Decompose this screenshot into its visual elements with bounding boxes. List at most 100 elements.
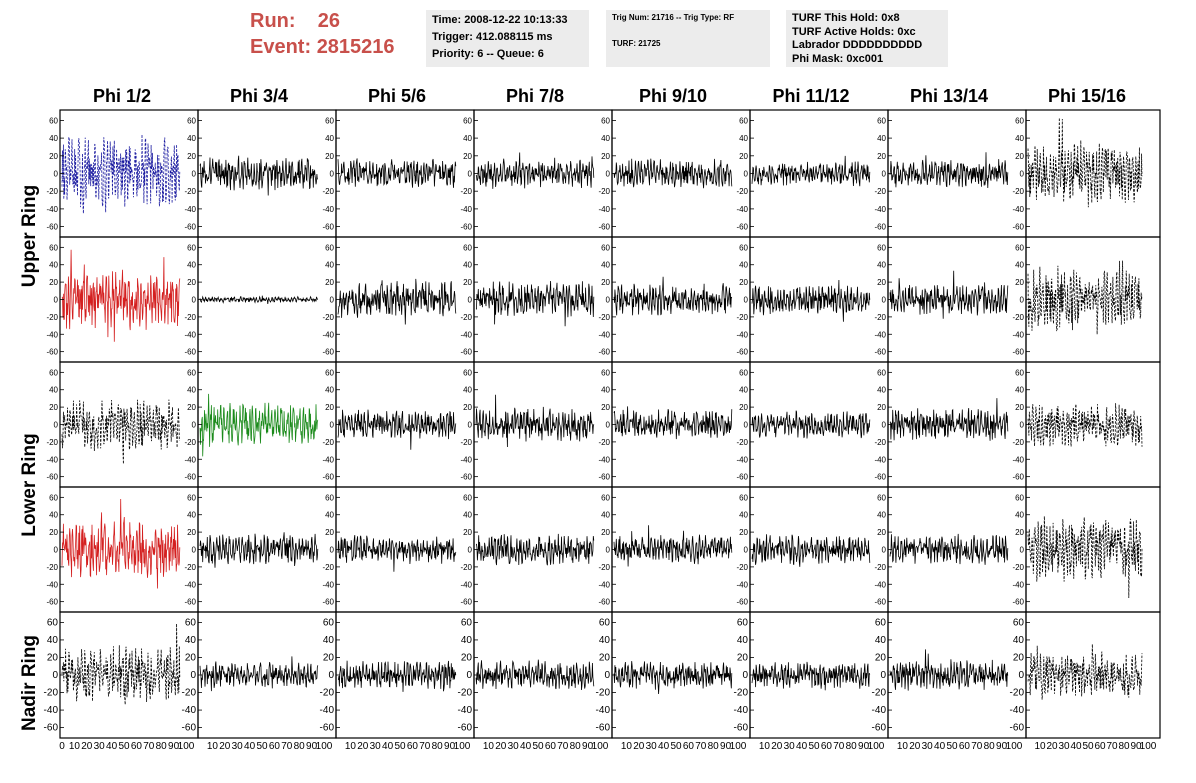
y-tick-label: -20 xyxy=(184,438,196,447)
x-tick-label: 40 xyxy=(1070,741,1082,752)
phi-label-4: Phi 7/8 xyxy=(505,86,565,106)
y-tick-label: 0 xyxy=(744,546,749,555)
y-tick-label: -40 xyxy=(598,580,610,589)
x-tick-label: 80 xyxy=(846,741,858,752)
x-tick-label: 90 xyxy=(1130,741,1142,752)
y-tick-label: 40 xyxy=(325,261,334,270)
y-tick-label: -20 xyxy=(46,563,58,572)
y-tick-label: 60 xyxy=(1015,493,1024,502)
y-tick-label: -20 xyxy=(320,688,335,699)
y-tick-label: 0 xyxy=(606,170,611,179)
y-tick-label: 60 xyxy=(187,243,196,252)
waveform-trace-r4-c4 xyxy=(613,661,733,695)
waveform-trace-r4-c1 xyxy=(199,656,319,692)
y-tick-label: -40 xyxy=(184,330,196,339)
y-tick-label: 40 xyxy=(601,134,610,143)
y-tick-label: -40 xyxy=(46,330,58,339)
y-tick-label: 20 xyxy=(463,278,472,287)
y-tick-label: 0 xyxy=(604,670,610,681)
y-tick-label: 20 xyxy=(1015,152,1024,161)
y-tick-label: -60 xyxy=(1010,723,1025,734)
y-tick-label: 60 xyxy=(325,493,334,502)
y-tick-label: -60 xyxy=(458,723,473,734)
y-tick-label: -60 xyxy=(184,473,196,482)
x-tick-label: 80 xyxy=(432,741,444,752)
y-tick-label: -20 xyxy=(322,187,334,196)
x-tick-label: 10 xyxy=(759,741,771,752)
y-tick-label: 60 xyxy=(463,116,472,125)
waveform-trace-r1-c0 xyxy=(61,249,181,342)
phi-label-1: Phi 1/2 xyxy=(92,86,152,106)
y-tick-label: 60 xyxy=(601,493,610,502)
y-tick-label: 20 xyxy=(739,528,748,537)
x-tick-label: 70 xyxy=(557,741,569,752)
y-tick-label: 20 xyxy=(1015,278,1024,287)
panel-frame xyxy=(59,361,199,488)
phi-label-5: Phi 9/10 xyxy=(638,86,708,106)
y-tick-label: 0 xyxy=(880,670,886,681)
waveform-trace-r3-c1 xyxy=(199,532,319,568)
y-tick-label: -40 xyxy=(458,705,473,716)
y-tick-label: -40 xyxy=(322,455,334,464)
y-tick-label: -40 xyxy=(1012,580,1024,589)
waveform-trace-r0-c5 xyxy=(751,155,871,187)
x-tick-label: 100 xyxy=(1140,741,1157,752)
x-tick-label: 50 xyxy=(946,741,958,752)
y-tick-label: -20 xyxy=(736,187,748,196)
x-tick-label: 40 xyxy=(658,741,670,752)
y-tick-label: 20 xyxy=(601,403,610,412)
y-tick-label: 60 xyxy=(1015,368,1024,377)
x-tick-label: 40 xyxy=(244,741,256,752)
y-tick-label: 0 xyxy=(744,296,749,305)
x-tick-label: 70 xyxy=(419,741,431,752)
x-tick-label: 90 xyxy=(444,741,456,752)
event-label: Event: xyxy=(250,36,312,58)
y-tick-label: 0 xyxy=(882,170,887,179)
y-tick-label: 40 xyxy=(49,386,58,395)
y-tick-label: 20 xyxy=(875,652,887,663)
y-tick-label: -20 xyxy=(44,688,59,699)
y-tick-label: 20 xyxy=(49,528,58,537)
y-tick-label: -60 xyxy=(320,723,335,734)
y-tick-label: -40 xyxy=(460,205,472,214)
y-tick-label: 0 xyxy=(330,170,335,179)
y-tick-label: -40 xyxy=(1012,205,1024,214)
y-tick-label: 40 xyxy=(49,511,58,520)
y-tick-label: -60 xyxy=(182,723,197,734)
y-tick-label: -60 xyxy=(1012,598,1024,607)
y-tick-label: -20 xyxy=(460,563,472,572)
x-tick-label: 50 xyxy=(670,741,682,752)
x-tick-label: 60 xyxy=(545,741,557,752)
y-tick-label: 20 xyxy=(1015,403,1024,412)
turf-this-hold-text: TURF This Hold: 0x8 xyxy=(792,12,900,24)
x-tick-label: 80 xyxy=(156,741,168,752)
y-tick-label: -40 xyxy=(184,455,196,464)
run-label: Run: xyxy=(250,10,296,32)
y-tick-label: 40 xyxy=(463,261,472,270)
x-tick-label: 30 xyxy=(508,741,520,752)
turf-text: TURF: 21725 xyxy=(612,39,661,48)
y-tick-label: -60 xyxy=(460,598,472,607)
y-tick-label: 0 xyxy=(190,670,196,681)
y-tick-label: -20 xyxy=(184,187,196,196)
y-tick-label: 40 xyxy=(1015,134,1024,143)
y-tick-label: -60 xyxy=(736,598,748,607)
y-tick-label: 60 xyxy=(739,368,748,377)
time-text: Time: 2008-12-22 10:13:33 xyxy=(432,14,568,26)
y-tick-label: -40 xyxy=(734,705,749,716)
x-tick-label: 20 xyxy=(81,741,93,752)
y-tick-label: 20 xyxy=(599,652,611,663)
x-tick-label: 100 xyxy=(868,741,885,752)
x-tick-label: 90 xyxy=(996,741,1008,752)
y-tick-label: -40 xyxy=(182,705,197,716)
x-tick-label: 80 xyxy=(708,741,720,752)
y-tick-label: -40 xyxy=(736,580,748,589)
waveform-trace-r3-c4 xyxy=(613,525,733,567)
x-tick-label: 40 xyxy=(106,741,118,752)
y-tick-label: 20 xyxy=(49,152,58,161)
y-tick-label: 20 xyxy=(187,278,196,287)
event-line: Event: 2815216 xyxy=(250,34,420,60)
y-tick-label: 0 xyxy=(468,421,473,430)
trig-num-text: Trig Num: 21716 -- Trig Type: RF xyxy=(612,13,735,22)
y-tick-label: -60 xyxy=(874,473,886,482)
